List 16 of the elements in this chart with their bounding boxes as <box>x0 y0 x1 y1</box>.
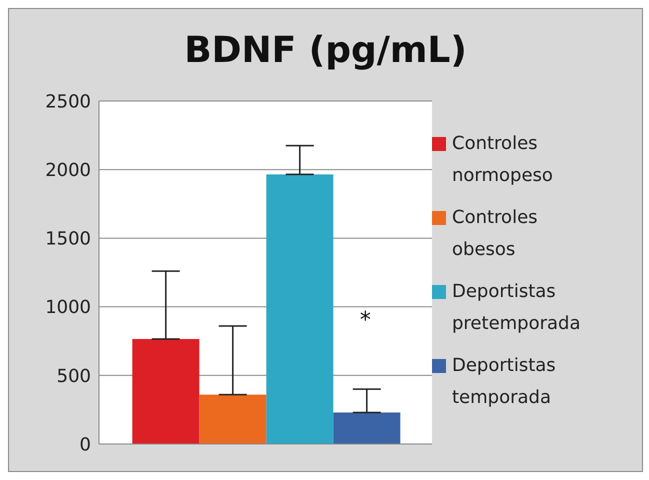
y-tick-label: 1500 <box>45 228 91 250</box>
chart-title: BDNF (pg/mL) <box>183 28 468 72</box>
y-tick-label: 0 <box>80 434 91 456</box>
bar <box>132 339 200 444</box>
y-tick-label: 2000 <box>45 160 91 181</box>
legend-label: Deportistas pretemporada <box>452 280 582 336</box>
legend-label: Controles obesos <box>452 206 539 262</box>
legend-label: Controles normopeso <box>452 132 554 188</box>
y-tick-label: 1000 <box>45 297 91 318</box>
legend-label: Deportistas temporada <box>452 354 557 410</box>
bar <box>333 412 400 444</box>
bar <box>199 394 266 444</box>
y-tick-label: 2500 <box>45 91 91 112</box>
y-tick-label: 500 <box>56 366 91 387</box>
bar <box>266 174 334 444</box>
annotation: * <box>360 308 371 333</box>
